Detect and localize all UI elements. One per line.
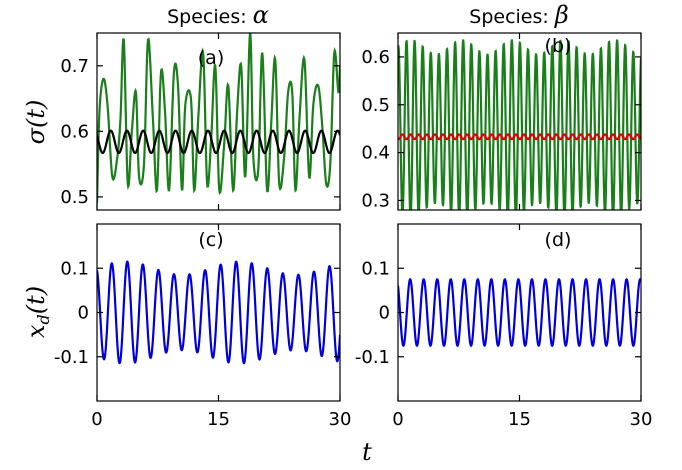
y-axis-label-sigma: σ(t) xyxy=(22,100,50,145)
panel-c-ytick-label: 0.1 xyxy=(60,258,89,279)
panel-d-ytick-label: 0.1 xyxy=(361,258,390,279)
panel-c-ytick-label: -0.1 xyxy=(54,347,89,368)
panel-c-label: (c) xyxy=(198,229,223,251)
panel-a-series-0-line xyxy=(97,33,340,204)
panel-b-frame xyxy=(397,32,642,211)
panel-b-ytick-label: 0.3 xyxy=(361,190,390,211)
panel-a-ytick-label: 0.6 xyxy=(60,121,89,142)
y-axis-label-xd: xd(t) xyxy=(22,286,53,338)
panel-a: 0.5 0.6 0.7 Species: α (a) xyxy=(60,1,341,211)
panel-b: 0.3 0.4 0.5 0.6 Species: β (b) xyxy=(361,1,642,211)
panel-a-ytick-label: 0.5 xyxy=(60,187,89,208)
panel-d-xtick-label: 15 xyxy=(508,409,531,430)
panel-d-ytick-label: 0 xyxy=(379,303,390,324)
panel-b-ytick-label: 0.5 xyxy=(361,95,390,116)
panel-b-title: Species: β xyxy=(469,1,568,29)
panel-d-label: (d) xyxy=(545,229,572,251)
panel-c-xtick-label: 0 xyxy=(91,409,102,430)
panel-d-ytick-label: -0.1 xyxy=(355,347,390,368)
panel-d: 0 15 30 0.1 0 -0.1 (d) xyxy=(355,223,653,430)
panel-c-series-0-line xyxy=(97,260,340,365)
panel-d-xtick-label: 0 xyxy=(392,409,403,430)
panel-d-series-0-line xyxy=(398,278,641,347)
panel-c: 0 15 30 0.1 0 -0.1 (c) xyxy=(54,223,352,430)
panel-d-xtick-label: 30 xyxy=(630,409,653,430)
panel-d-frame xyxy=(397,223,642,402)
panel-b-label: (b) xyxy=(545,35,572,57)
panel-a-label: (a) xyxy=(198,47,224,69)
panel-a-series-1-line xyxy=(97,129,340,155)
panel-a-title: Species: α xyxy=(167,1,269,29)
panel-c-xtick-label: 30 xyxy=(329,409,352,430)
panel-b-series-1-line xyxy=(398,133,641,141)
panel-c-frame xyxy=(96,223,341,402)
panel-c-xtick-label: 15 xyxy=(207,409,230,430)
panel-b-ytick-label: 0.6 xyxy=(361,47,390,68)
panel-c-ytick-label: 0 xyxy=(78,303,89,324)
panel-b-series-0-line xyxy=(398,39,641,210)
x-axis-label-t: t xyxy=(362,438,372,466)
panel-b-ytick-label: 0.4 xyxy=(361,143,390,164)
panel-a-frame xyxy=(96,32,341,211)
panel-a-ytick-label: 0.7 xyxy=(60,56,89,77)
